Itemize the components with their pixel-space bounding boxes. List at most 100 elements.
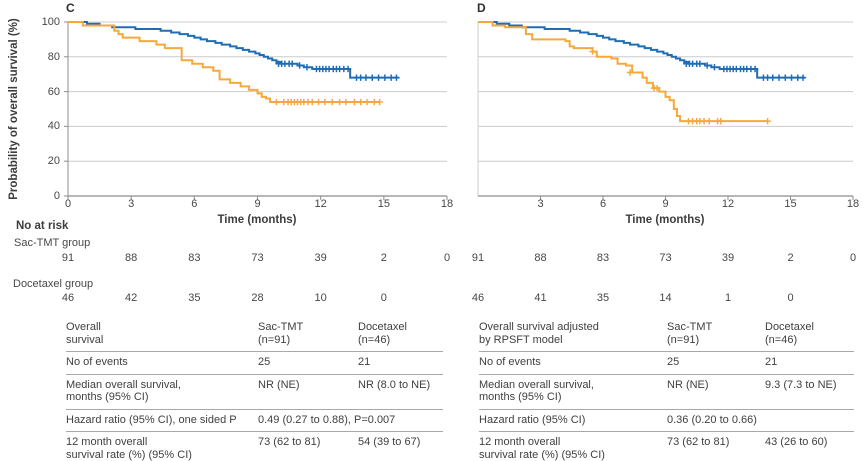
table-row: Hazard ratio (95% CI), one sided P 0.49 … (66, 409, 443, 432)
y-axis-title: Probability of overall survival (%) (8, 18, 20, 200)
cell-sac-tmt: 73 (62 to 81) (258, 436, 321, 448)
cell-docetaxel: 21 (358, 356, 371, 368)
at-risk-count: 88 (534, 252, 547, 264)
at-risk-count: 83 (596, 252, 610, 264)
censor-marks-sac-tmt (683, 60, 807, 81)
at-risk-count: 0 (849, 252, 857, 264)
table-row: Overall survival Sac-TMT (n=91) Docetaxe… (66, 317, 443, 352)
x-tick-label: 9 (254, 198, 261, 210)
x-tick-label: 9 (662, 198, 669, 210)
at-risk-count: 2 (787, 252, 794, 264)
at-risk-count: 2 (380, 252, 387, 264)
table-header-col1: Sac-TMT (n=91) (258, 321, 304, 346)
at-risk-count: 10 (314, 292, 327, 304)
x-tick-label: 15 (784, 198, 797, 210)
x-tick-label: 15 (377, 198, 390, 210)
x-tick-label: 6 (599, 198, 607, 210)
table-header-col2: Docetaxel (n=46) (358, 321, 407, 346)
y-tick-label: 20 (47, 155, 60, 168)
y-tick-label: 100 (41, 16, 60, 28)
survival-curve-sac-tmt (68, 21, 399, 79)
km-plot-panel-c (64, 21, 448, 200)
at-risk-count: 83 (188, 252, 201, 264)
at-risk-heading: No at risk (16, 220, 69, 232)
at-risk-count: 73 (251, 252, 264, 264)
x-axis-title-c: Time (months) (217, 214, 297, 226)
panel-letter-c: C (66, 1, 75, 15)
at-risk-group-docetaxel-label: Docetaxel group (13, 278, 94, 290)
at-risk-count: 0 (380, 292, 387, 304)
censor-marks-sac-tmt (275, 60, 400, 81)
row-label: 12 month overall survival rate (%) (95% … (66, 436, 192, 461)
y-tick-label: 40 (47, 120, 60, 133)
at-risk-count: 88 (125, 252, 138, 264)
table-row: No of events 25 21 (479, 352, 854, 374)
cell-hazard-ratio: 0.49 (0.27 to 0.88), P=0.007 (258, 413, 396, 426)
table-row: Hazard ratio (95% CI) 0.36 (0.20 to 0.66… (479, 409, 854, 432)
row-label: Median overall survival, months (95% CI) (66, 378, 181, 404)
cell-docetaxel: NR (8.0 to NE) (358, 378, 431, 391)
table-row: 12 month overall survival rate (%) (95% … (479, 432, 854, 461)
x-tick-label: 6 (191, 198, 198, 210)
table-header-label: Overall survival adjusted by RPSFT model (479, 321, 599, 346)
cell-sac-tmt: NR (NE) (667, 378, 709, 391)
at-risk-count: 91 (471, 252, 485, 264)
cell-docetaxel: 21 (765, 356, 778, 368)
censor-marks-docetaxel (589, 48, 771, 125)
summary-table-overall-survival: Overall survival Sac-TMT (n=91) Docetaxe… (66, 317, 443, 461)
row-label: Median overall survival, months (95% CI) (479, 378, 594, 404)
table-row: Overall survival adjusted by RPSFT model… (479, 317, 854, 352)
x-tick-label: 3 (537, 198, 544, 210)
at-risk-count: 35 (188, 292, 201, 304)
x-tick-label: 18 (440, 198, 454, 210)
table-header-col1: Sac-TMT (n=91) (667, 321, 713, 346)
at-risk-count: 14 (659, 292, 672, 304)
row-label: No of events (66, 356, 128, 368)
at-risk-count: 46 (471, 292, 485, 304)
y-tick-label: 60 (47, 85, 60, 98)
x-tick-label: 18 (846, 198, 860, 210)
at-risk-count: 35 (596, 292, 610, 304)
table-row: Median overall survival, months (95% CI)… (66, 374, 443, 409)
y-tick-label: 80 (47, 50, 60, 63)
km-plot-panel-d (477, 21, 854, 200)
row-label: No of events (479, 356, 541, 368)
row-label: Hazard ratio (95% CI) (479, 413, 586, 426)
at-risk-count: 46 (61, 292, 75, 304)
cell-sac-tmt: 25 (667, 356, 680, 368)
survival-curve-docetaxel (478, 21, 768, 123)
at-risk-count: 0 (443, 252, 451, 264)
table-row: Median overall survival, months (95% CI)… (479, 374, 854, 409)
cell-sac-tmt: NR (NE) (258, 378, 300, 391)
cell-docetaxel: 43 (26 to 60) (765, 436, 828, 448)
table-header-col2: Docetaxel (n=46) (765, 321, 814, 346)
table-header-label: Overall survival (66, 321, 104, 346)
at-risk-count: 91 (61, 252, 75, 264)
x-tick-label: 12 (314, 198, 327, 210)
at-risk-count: 39 (721, 252, 735, 264)
censor-marks-docetaxel (273, 98, 383, 106)
at-risk-count: 41 (534, 292, 547, 304)
x-tick-label: 3 (128, 198, 135, 210)
cell-docetaxel: 54 (39 to 67) (358, 436, 421, 448)
cell-hazard-ratio: 0.36 (0.20 to 0.66) (667, 413, 757, 426)
x-axis-title-d: Time (months) (625, 214, 705, 226)
table-row: 12 month overall survival rate (%) (95% … (66, 432, 443, 461)
at-risk-count: 39 (314, 252, 327, 264)
cell-docetaxel: 9.3 (7.3 to NE) (765, 378, 837, 391)
row-label: 12 month overall survival rate (%) (95% … (479, 436, 605, 461)
x-tick-label: 0 (64, 198, 72, 210)
x-tick-label: 12 (721, 198, 735, 210)
cell-sac-tmt: 25 (258, 356, 271, 368)
cell-sac-tmt: 73 (62 to 81) (667, 436, 730, 448)
survival-curve-sac-tmt (478, 21, 806, 79)
at-risk-count: 42 (125, 292, 138, 304)
at-risk-count: 73 (659, 252, 672, 264)
at-risk-count: 0 (787, 292, 794, 304)
at-risk-group-sac-tmt-label: Sac-TMT group (14, 237, 91, 249)
row-label: Hazard ratio (95% CI), one sided P (66, 413, 237, 426)
at-risk-count: 28 (251, 292, 264, 304)
panel-letter-d: D (477, 1, 486, 15)
y-tick-label: 0 (53, 190, 60, 202)
